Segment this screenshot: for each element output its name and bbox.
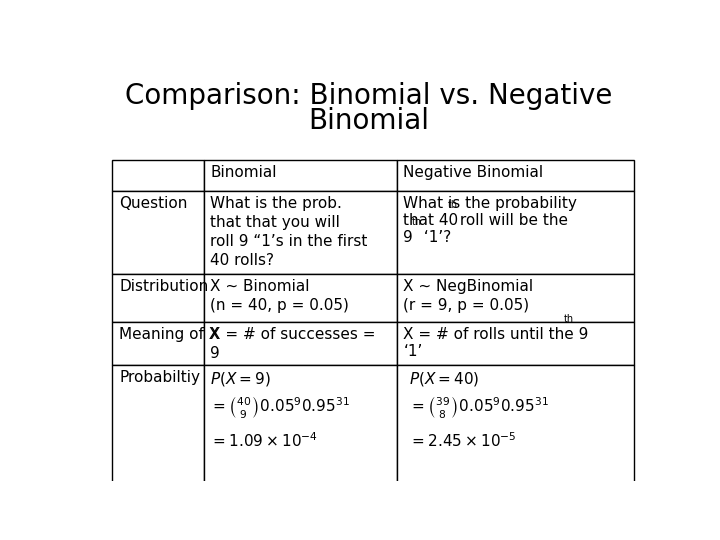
Bar [397,322,634,366]
Bar [204,322,397,366]
Text: that 40: that 40 [403,213,459,228]
Bar [397,191,634,274]
Text: $= \binom{39}{8}0.05^9 0.95^{31}$: $= \binom{39}{8}0.05^9 0.95^{31}$ [409,394,549,420]
Text: ‘1’?: ‘1’? [419,230,451,245]
Bar [112,274,204,322]
Bar [397,274,634,322]
Bar [397,366,634,482]
Bar [112,160,204,191]
Text: roll will be the: roll will be the [455,213,567,228]
Bar [112,322,204,366]
Text: Binomial: Binomial [308,107,430,135]
Text: X ~ NegBinomial
(r = 9, p = 0.05): X ~ NegBinomial (r = 9, p = 0.05) [403,279,534,313]
Text: $= 2.45 \times 10^{-5}$: $= 2.45 \times 10^{-5}$ [409,431,516,450]
Bar [397,160,634,191]
Text: $P(X = 9)$: $P(X = 9)$ [210,369,271,388]
Bar [112,366,204,482]
Text: Probabiltiy: Probabiltiy [119,370,200,386]
Text: th: th [564,314,574,324]
Text: 9: 9 [403,230,413,245]
Text: $= 1.09 \times 10^{-4}$: $= 1.09 \times 10^{-4}$ [210,431,318,450]
Text: X ~ Binomial
(n = 40, p = 0.05): X ~ Binomial (n = 40, p = 0.05) [210,279,349,313]
Text: $= \binom{40}{9}0.05^9 0.95^{31}$: $= \binom{40}{9}0.05^9 0.95^{31}$ [210,394,350,420]
Text: Meaning of X: Meaning of X [119,327,220,342]
Bar [112,191,204,274]
Bar [204,366,397,482]
Text: $P(X = 40)$: $P(X = 40)$ [409,369,480,388]
Bar [204,274,397,322]
Text: X = # of rolls until the 9: X = # of rolls until the 9 [403,327,589,342]
Text: th: th [412,217,422,227]
Text: Negative Binomial: Negative Binomial [403,165,544,180]
Text: Question: Question [119,196,187,211]
Text: Binomial: Binomial [210,165,276,180]
Text: ‘1’: ‘1’ [403,344,423,359]
Bar [204,160,397,191]
Bar [204,191,397,274]
Text: What is the prob.
that that you will
roll 9 “1’s in the first
40 rolls?: What is the prob. that that you will rol… [210,196,368,268]
Text: What is the probability: What is the probability [403,196,577,211]
Text: Distribution: Distribution [119,279,208,294]
Text: th: th [447,200,458,210]
Text: Comparison: Binomial vs. Negative: Comparison: Binomial vs. Negative [125,82,613,110]
Text: X = # of successes =
9: X = # of successes = 9 [210,327,376,361]
